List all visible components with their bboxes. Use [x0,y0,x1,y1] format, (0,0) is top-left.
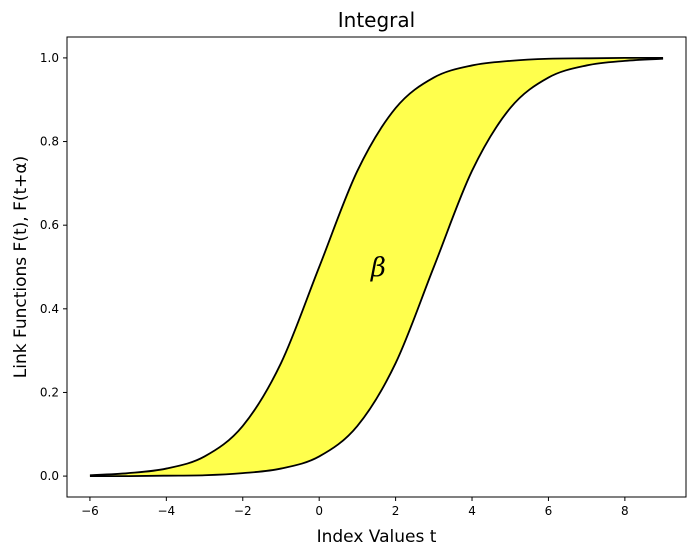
beta-annotation: β [370,253,386,283]
series-line-f-t [89,56,664,477]
y-tick-label: 0.6 [40,218,59,232]
axis-ticks: −6 −4 −2 0 2 4 6 8 0.0 0.2 0.4 0.6 0.8 1.0 [40,51,629,518]
x-tick-label: 2 [392,504,400,518]
chart-title: Integral [338,8,415,32]
x-tick-label: 4 [468,504,476,518]
y-tick-label: 0.0 [40,469,59,483]
y-tick-label: 0.2 [40,385,59,399]
plot-area [89,56,664,478]
x-tick-label: 0 [315,504,323,518]
series-line-f-t-alpha [89,57,664,478]
x-tick-label: 8 [621,504,629,518]
y-tick-label: 0.8 [40,135,59,149]
y-tick-label: 0.4 [40,302,59,316]
x-tick-label: 6 [545,504,553,518]
y-tick-label: 1.0 [40,51,59,65]
fill-between-area [89,57,664,477]
y-axis-label: Link Functions F(t), F(t+α) [11,156,31,378]
x-axis-label: Index Values t [317,527,437,547]
plot-frame [66,36,687,498]
x-tick-label: −4 [157,504,175,518]
x-tick-label: −6 [81,504,99,518]
x-tick-label: −2 [234,504,252,518]
